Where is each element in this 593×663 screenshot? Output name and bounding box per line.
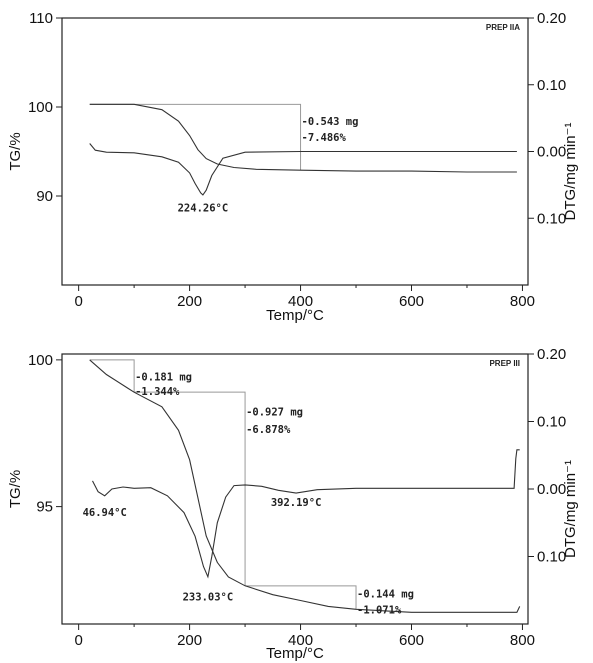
x-tick-label: 200	[177, 632, 202, 649]
annotation-label: -7.486%	[302, 132, 347, 144]
x-tick-label: 200	[177, 293, 202, 310]
chart-prep-iia: 0 200 400 600 800 90 100 110 0.20 0.10 0.00 0.10 Tem…	[7, 10, 579, 324]
y2-tick-label: 0.10	[537, 414, 566, 431]
x-tick-label: 800	[510, 293, 535, 310]
annotation-label: -0.927 mg	[246, 407, 303, 419]
annotation-label: 233.03°C	[183, 591, 234, 603]
y2-tick-label: 0.10	[537, 549, 566, 566]
mass-loss-step-3	[245, 585, 357, 610]
y2-tick-label: 0.00	[537, 144, 566, 161]
annotation-label: 224.26°C	[178, 203, 229, 215]
x-tick-label: 800	[510, 632, 535, 649]
annotation-label: 392.19°C	[271, 497, 322, 509]
sample-tag: PREP IIA	[486, 23, 520, 32]
annotation-label: -0.181 mg	[135, 371, 192, 383]
annotation-label: -1.071%	[357, 605, 402, 617]
dtg-curve	[89, 143, 517, 196]
y-tick-label: 110	[29, 10, 53, 27]
x-axis-label: Temp/°C	[266, 645, 324, 662]
y2-tick-label: 0.10	[537, 77, 566, 94]
mass-loss-step-2	[134, 391, 246, 586]
x-tick-label: 600	[399, 632, 424, 649]
annotation-label: -1.344%	[135, 386, 180, 398]
mass-loss-step-1	[89, 103, 302, 171]
tg-curve	[89, 103, 517, 173]
y2-tick-label: 0.20	[537, 346, 566, 363]
x-tick-label: 600	[399, 293, 424, 310]
annotation-label: 46.94°C	[83, 507, 127, 519]
annotation-label: -0.543 mg	[302, 116, 359, 128]
y-tick-label: 100	[28, 352, 53, 369]
y-axis-label: TG/%	[7, 470, 24, 508]
y2-tick-label: 0.00	[537, 481, 566, 498]
x-axis-label: Temp/°C	[266, 307, 324, 324]
plot-frame	[61, 353, 529, 625]
dtg-curve	[92, 449, 520, 579]
chart-prep-iii: 0 200 400 600 800 95 100 0.20 0.10 0.00 0.10 Temp/°…	[7, 346, 579, 662]
y-tick-label: 95	[36, 499, 53, 516]
y2-axis-label: DTG/mg min⁻¹	[562, 123, 579, 221]
tg-curve	[89, 359, 521, 613]
y-axis-label: TG/%	[7, 132, 24, 170]
mass-loss-step-1	[89, 359, 135, 393]
y2-tick-label: 0.10	[537, 210, 566, 227]
x-tick-label: 400	[288, 632, 313, 649]
x-tick-label: 0	[74, 293, 82, 310]
x-tick-label: 0	[74, 632, 82, 649]
sample-tag: PREP III	[489, 359, 520, 368]
annotation-label: -6.878%	[246, 424, 291, 436]
x-tick-label: 400	[288, 293, 313, 310]
annotation-label: -0.144 mg	[357, 589, 414, 601]
y-tick-label: 90	[36, 188, 53, 205]
y2-axis-label: DTG/mg min⁻¹	[562, 460, 579, 558]
y2-tick-label: 0.20	[537, 10, 566, 27]
y-tick-label: 100	[28, 99, 53, 116]
